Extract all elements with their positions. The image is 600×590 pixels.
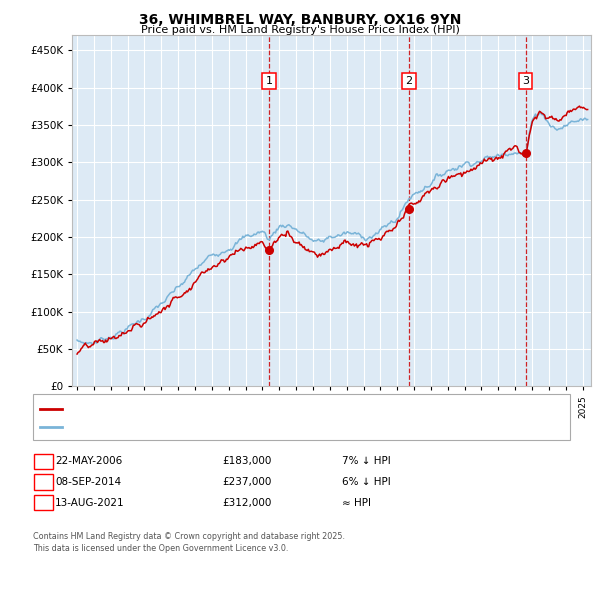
Text: Price paid vs. HM Land Registry's House Price Index (HPI): Price paid vs. HM Land Registry's House … — [140, 25, 460, 35]
Text: 3: 3 — [40, 498, 47, 507]
Text: 36, WHIMBREL WAY, BANBURY, OX16 9YN (semi-detached house): 36, WHIMBREL WAY, BANBURY, OX16 9YN (sem… — [64, 404, 384, 414]
Text: 6% ↓ HPI: 6% ↓ HPI — [342, 477, 391, 487]
Text: 1: 1 — [40, 457, 47, 466]
Text: 3: 3 — [522, 76, 529, 86]
Text: 22-MAY-2006: 22-MAY-2006 — [55, 457, 122, 466]
Text: 2: 2 — [40, 477, 47, 487]
Text: 36, WHIMBREL WAY, BANBURY, OX16 9YN: 36, WHIMBREL WAY, BANBURY, OX16 9YN — [139, 13, 461, 27]
Text: 13-AUG-2021: 13-AUG-2021 — [55, 498, 125, 507]
Text: £237,000: £237,000 — [222, 477, 271, 487]
Text: Contains HM Land Registry data © Crown copyright and database right 2025.: Contains HM Land Registry data © Crown c… — [33, 532, 345, 541]
Text: This data is licensed under the Open Government Licence v3.0.: This data is licensed under the Open Gov… — [33, 544, 289, 553]
Text: 08-SEP-2014: 08-SEP-2014 — [55, 477, 121, 487]
Text: 1: 1 — [265, 76, 272, 86]
Text: £312,000: £312,000 — [222, 498, 271, 507]
Text: HPI: Average price, semi-detached house, Cherwell: HPI: Average price, semi-detached house,… — [64, 422, 314, 432]
Text: 2: 2 — [405, 76, 412, 86]
Text: 7% ↓ HPI: 7% ↓ HPI — [342, 457, 391, 466]
Text: £183,000: £183,000 — [222, 457, 271, 466]
Text: ≈ HPI: ≈ HPI — [342, 498, 371, 507]
